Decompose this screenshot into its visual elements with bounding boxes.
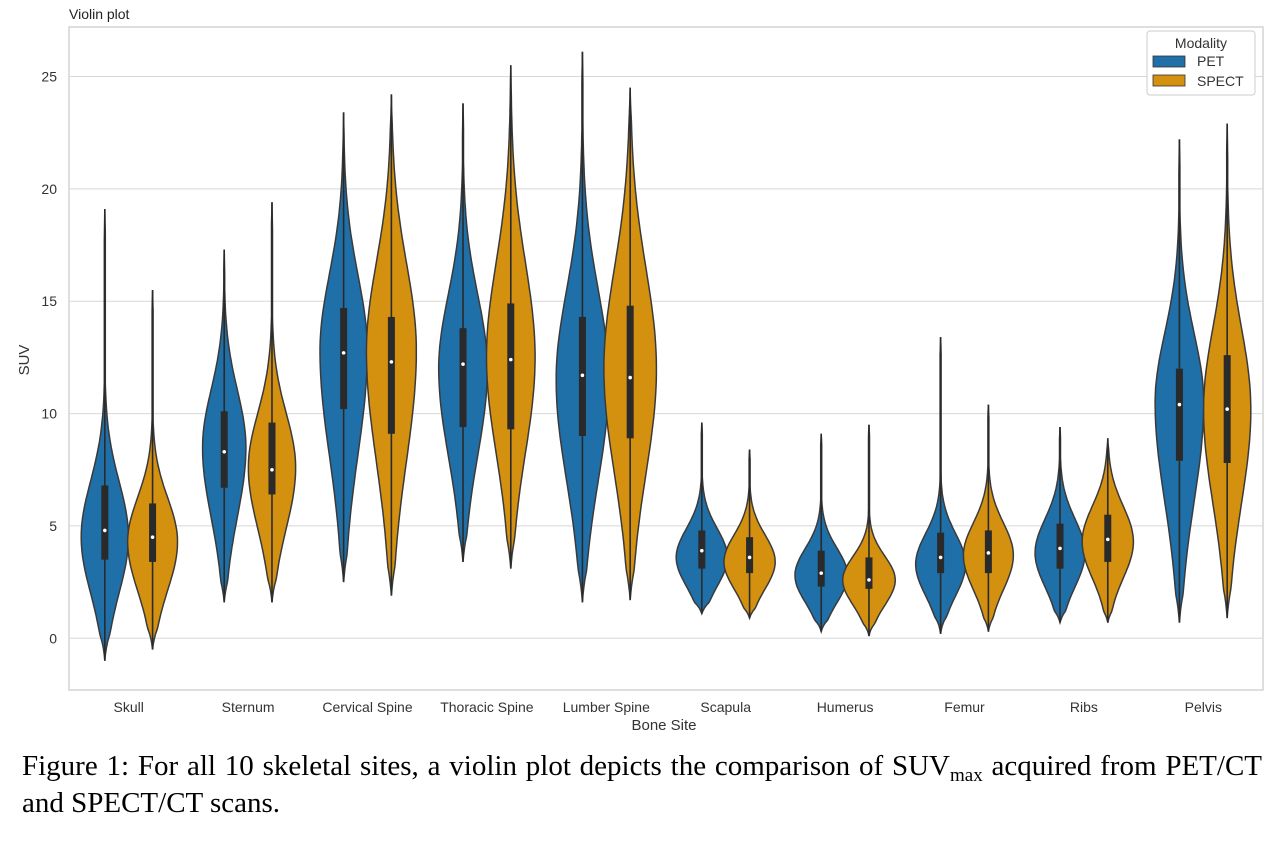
y-tick-label: 0 [49,630,57,646]
violin-iqr-box [268,422,276,495]
violin-median-dot [628,375,632,380]
violin-iqr-box [387,316,395,434]
y-axis-label: SUV [16,345,33,376]
violin-median-dot [389,360,394,364]
violin-iqr-box [746,537,754,574]
violin-chart: 0 5 10 15 20 25 Skull Sternum Cervical Spine Tho… [16,6,1264,734]
violin-median-dot [341,351,346,355]
caption-prefix: Figure 1: For all 10 skeletal sites, a v… [22,750,950,782]
x-tick-label: Skull [114,699,144,715]
x-tick-label: Sternum [222,699,275,715]
violin-median-dot [1177,402,1182,407]
violin-median-dot [103,528,107,533]
violins [80,51,1252,661]
x-axis-ticks: Skull Sternum Cervical Spine Thoracic Spine… [114,699,1222,715]
x-tick-label: Pelvis [1185,699,1222,715]
x-tick-label: Humerus [817,699,874,715]
figure-caption: Figure 1: For all 10 skeletal sites, a v… [22,748,1262,822]
legend: Modality PET SPECT [1146,30,1256,96]
x-axis-label: Bone Site [631,717,696,734]
violin-median-dot [1225,407,1229,411]
violin-iqr-box [817,550,825,587]
violin-median-dot [461,362,465,366]
violin-iqr-box [1056,523,1064,569]
violin-iqr-box [626,305,634,439]
caption-suffix: acquired from PET/CT and SPECT/CT scans. [22,750,1263,819]
violin-median-dot [700,548,704,553]
violin-median-dot [819,571,824,575]
violin-iqr-box [220,411,228,488]
violin-iqr-box [149,503,157,562]
y-tick-label: 25 [41,68,57,84]
caption-subscript: max [949,765,983,786]
x-tick-label: Thoracic Spine [440,699,534,715]
violin-median-dot [747,555,752,560]
violin-iqr-box [507,303,515,430]
violin-median-dot [1058,546,1062,551]
violin-iqr-box [101,485,109,560]
violin-iqr-box [1175,368,1183,461]
y-tick-label: 10 [41,406,57,422]
violin-median-dot [150,535,155,539]
x-tick-label: Scapula [700,699,751,715]
violin-median-dot [867,578,871,582]
y-tick-label: 20 [41,181,57,197]
violin-median-dot [938,555,943,560]
legend-title: Modality [1175,35,1227,51]
legend-label-pet: PET [1197,53,1225,69]
violin-iqr-box [459,328,467,428]
violin-median-dot [270,467,274,472]
y-tick-label: 5 [49,518,57,534]
legend-swatch-spect [1152,74,1186,87]
y-axis-ticks: 0 5 10 15 20 25 [41,68,57,646]
violin-iqr-box [937,532,945,574]
y-tick-label: 15 [41,293,57,309]
violin-median-dot [986,551,991,555]
violin-iqr-box [340,307,348,410]
violin-median-dot [222,449,227,454]
x-tick-label: Cervical Spine [322,699,412,715]
legend-swatch-pet [1152,55,1186,68]
x-tick-label: Lumber Spine [563,699,650,715]
chart-title: Violin plot [69,6,130,22]
legend-label-spect: SPECT [1197,73,1244,89]
violin-iqr-box [865,557,873,589]
violin-median-dot [508,357,513,362]
violin-median-dot [1105,537,1110,542]
x-tick-label: Ribs [1070,699,1098,715]
plot-background [68,26,1264,691]
violin-median-dot [580,373,585,378]
x-tick-label: Femur [944,699,985,715]
